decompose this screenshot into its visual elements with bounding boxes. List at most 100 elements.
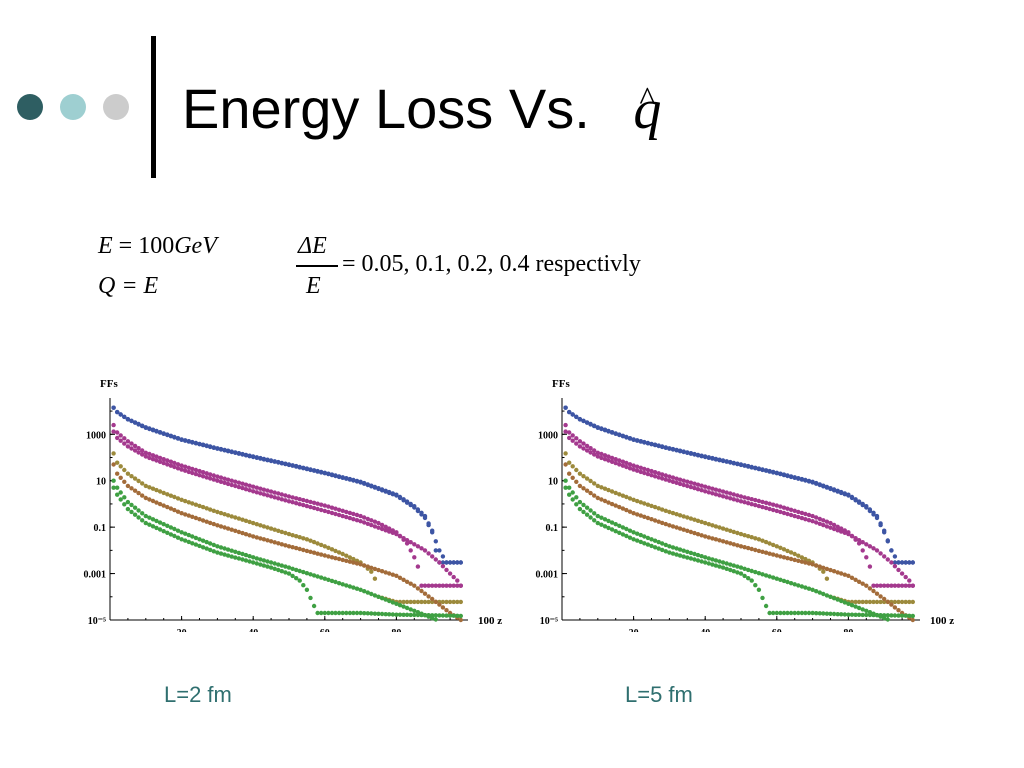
data-point — [885, 599, 890, 604]
y-tick-label: 0.001 — [84, 570, 107, 581]
data-point — [286, 565, 292, 570]
data-point — [645, 471, 651, 477]
data-point — [871, 588, 876, 594]
data-point — [703, 484, 708, 489]
data-point — [222, 480, 227, 485]
data-point — [853, 604, 858, 609]
data-point — [771, 470, 776, 475]
data-point — [796, 553, 801, 558]
data-point — [692, 557, 697, 562]
data-point — [272, 527, 277, 532]
data-point — [397, 612, 403, 617]
data-point — [806, 518, 812, 523]
data-point — [810, 519, 815, 524]
data-point — [190, 466, 195, 472]
data-point — [842, 600, 847, 605]
data-point — [570, 475, 575, 480]
data-point — [667, 478, 672, 483]
data-point — [193, 441, 199, 446]
data-point — [903, 560, 908, 565]
data-point — [254, 485, 259, 490]
data-point — [215, 474, 220, 479]
data-point — [136, 508, 141, 513]
data-point — [656, 546, 661, 551]
data-point — [451, 583, 456, 588]
data-point — [308, 504, 313, 510]
data-point — [390, 530, 395, 535]
data-point — [874, 548, 880, 553]
data-point — [311, 505, 317, 511]
data-point — [814, 520, 819, 525]
data-point — [430, 596, 435, 602]
data-point — [326, 545, 331, 550]
data-point — [372, 566, 378, 572]
data-point — [710, 486, 715, 491]
data-point — [311, 468, 317, 473]
data-point — [785, 610, 790, 616]
data-point — [599, 515, 604, 520]
data-point — [896, 583, 901, 588]
data-point — [179, 497, 184, 502]
data-point — [760, 499, 765, 505]
series-6 — [111, 462, 463, 623]
data-point — [778, 577, 783, 582]
data-point — [211, 549, 216, 554]
data-point — [333, 473, 338, 479]
data-point — [251, 520, 256, 526]
data-point — [415, 599, 421, 605]
data-point — [279, 529, 284, 535]
data-point — [710, 523, 715, 528]
data-point — [290, 495, 295, 500]
data-point — [193, 535, 199, 541]
data-point — [878, 614, 883, 619]
data-point — [563, 462, 568, 467]
data-point — [613, 529, 618, 534]
data-point — [444, 599, 449, 605]
data-point — [738, 531, 744, 537]
data-point — [451, 560, 456, 565]
data-point — [724, 495, 729, 500]
data-point — [147, 522, 152, 527]
data-point — [254, 490, 259, 495]
data-point — [803, 556, 808, 562]
data-point — [703, 489, 708, 494]
data-point — [899, 613, 905, 618]
data-point — [447, 571, 453, 576]
data-point — [183, 512, 188, 517]
data-point — [125, 417, 131, 422]
data-point — [717, 559, 722, 564]
data-point — [283, 461, 288, 467]
data-point — [839, 612, 844, 617]
chart-left: FFs 100 z 20 40 60 80 1000 10 0.1 0.001 10⁻⁵ — [84, 378, 503, 632]
data-point — [756, 587, 762, 592]
data-point — [831, 569, 837, 574]
data-point — [140, 448, 145, 453]
data-point — [796, 583, 801, 588]
data-point — [412, 555, 417, 560]
data-point — [211, 445, 216, 450]
data-point — [617, 504, 622, 510]
data-point — [588, 450, 593, 455]
data-point — [738, 499, 744, 504]
data-point — [347, 477, 353, 482]
data-point — [624, 533, 629, 539]
data-point — [218, 475, 224, 480]
data-point — [143, 425, 148, 430]
data-point — [749, 546, 754, 552]
data-point — [372, 593, 378, 598]
series-8 — [111, 478, 438, 622]
y-tick-label: 0.1 — [94, 523, 107, 534]
data-point — [699, 554, 704, 559]
data-point — [885, 617, 890, 622]
data-point — [606, 429, 611, 434]
data-point — [319, 507, 324, 513]
data-point — [233, 450, 238, 455]
data-point — [247, 488, 252, 493]
data-point — [674, 546, 679, 551]
data-point — [652, 538, 658, 543]
data-point — [247, 533, 252, 538]
data-point — [595, 520, 600, 526]
data-point — [458, 583, 463, 588]
data-point — [581, 474, 586, 479]
data-point — [215, 523, 220, 528]
